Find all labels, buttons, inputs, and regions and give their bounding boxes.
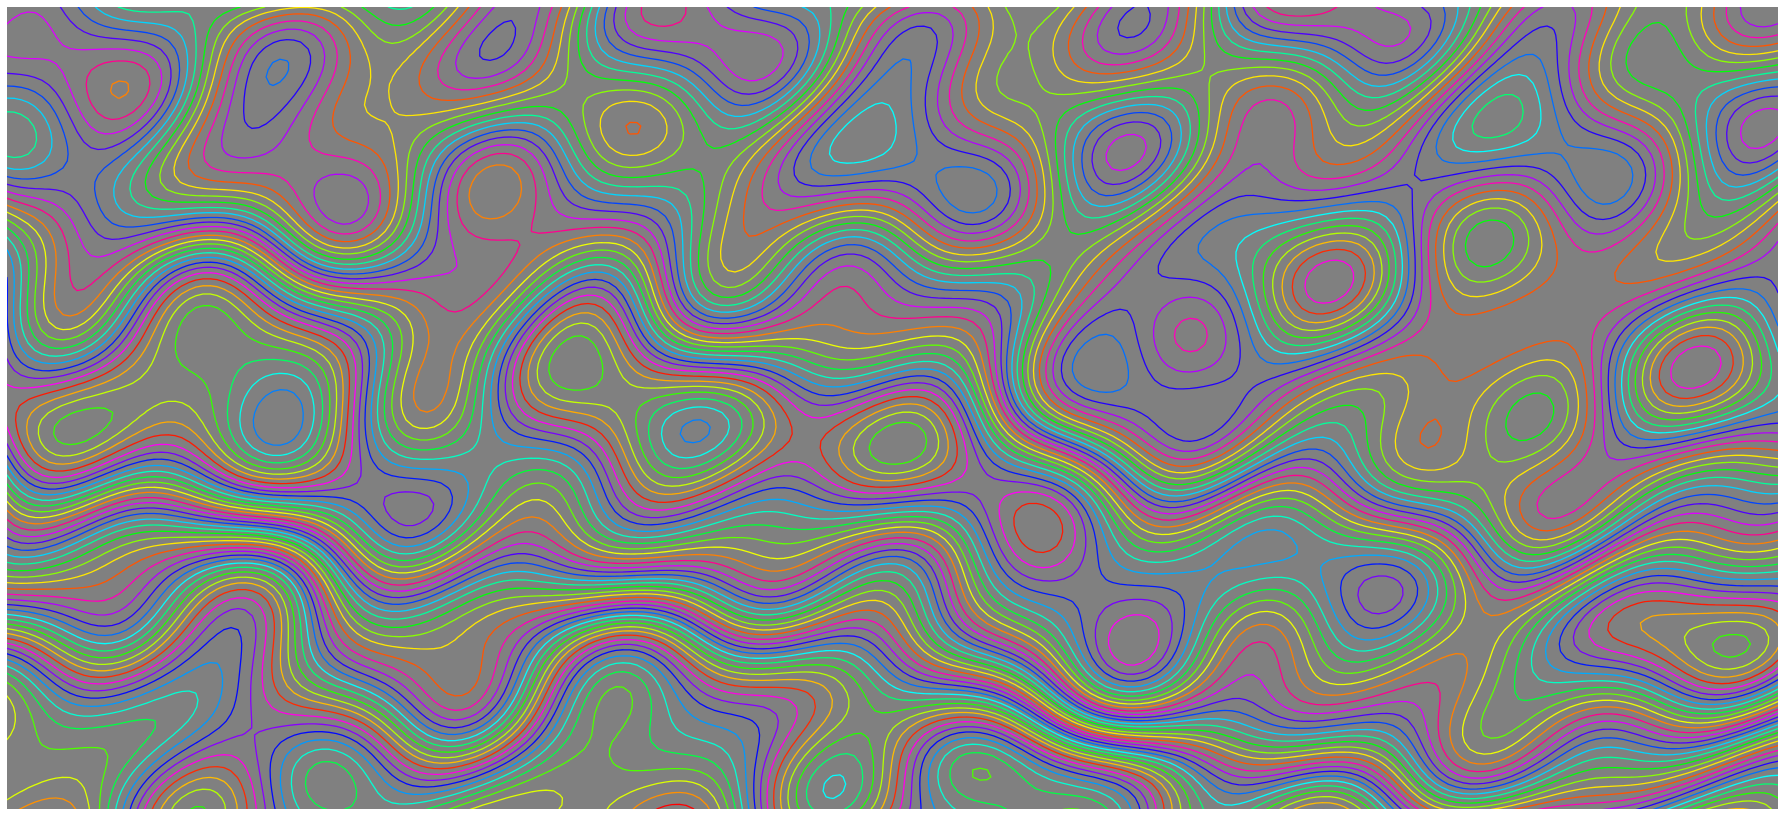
contour-line <box>7 7 1778 795</box>
contour-line <box>7 248 1734 809</box>
contour-line <box>7 211 1778 755</box>
contour-line <box>14 278 1778 685</box>
contour-line <box>7 80 1778 765</box>
contour-line <box>7 7 1778 809</box>
contour-line <box>655 803 695 809</box>
contour-line <box>7 232 1773 809</box>
contour-line <box>26 285 1778 678</box>
contour-line <box>53 305 1752 658</box>
contour-line <box>18 791 710 809</box>
contour-line <box>7 7 1778 773</box>
contour-line <box>7 7 1778 785</box>
contour-line <box>7 93 1778 809</box>
contour-layer <box>7 7 1778 809</box>
contour-line <box>7 53 1778 809</box>
map-background <box>7 7 1778 809</box>
contour-line <box>7 7 1778 800</box>
contour-line <box>7 681 1081 809</box>
contour-line <box>37 293 1770 670</box>
contour-line <box>239 372 730 459</box>
contour-line <box>7 7 1778 804</box>
contour-line <box>7 218 1778 739</box>
contour-line <box>226 358 743 470</box>
contour-line <box>7 7 1778 790</box>
contour-line <box>252 389 711 446</box>
contour-line <box>7 236 1778 710</box>
contour-line <box>7 272 1778 691</box>
contour-line <box>7 73 1778 809</box>
contour-line <box>7 7 1778 809</box>
contour-line <box>7 626 1141 809</box>
contour-line <box>7 7 1778 809</box>
contour-line <box>7 266 1778 696</box>
contour-line <box>7 662 1122 809</box>
contour-line <box>7 655 1132 809</box>
contour-line <box>7 7 1778 779</box>
contour-line <box>7 7 1778 809</box>
contour-line <box>7 7 1778 809</box>
contour-line <box>7 249 1778 706</box>
contour-line <box>7 671 1108 809</box>
contour-map <box>7 7 1778 809</box>
contour-line <box>7 240 1751 809</box>
contour-line <box>7 695 721 809</box>
contour-line <box>7 261 1778 701</box>
contour-line <box>7 607 1149 809</box>
contour-line <box>7 7 1778 809</box>
contour-line <box>7 227 1778 715</box>
contour-line <box>7 225 1778 809</box>
contour-line <box>7 259 1722 809</box>
